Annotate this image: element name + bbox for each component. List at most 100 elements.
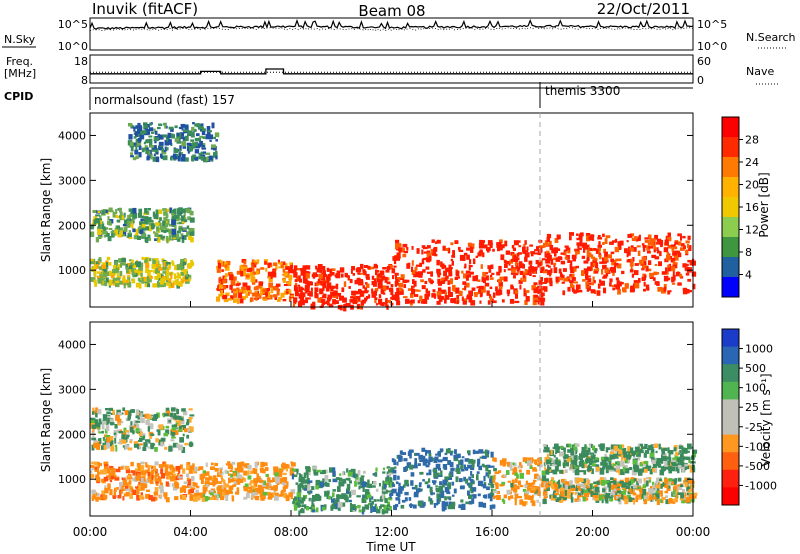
heatmap-cell	[584, 464, 588, 468]
heatmap-cell	[478, 501, 484, 508]
heatmap-cell	[579, 238, 583, 245]
heatmap-cell	[599, 254, 602, 260]
heatmap-cell	[126, 434, 129, 439]
heatmap-cell	[468, 494, 473, 500]
heatmap-cell	[476, 474, 479, 481]
heatmap-cell	[322, 483, 327, 486]
noise-panel-frame	[89, 17, 694, 51]
heatmap-cell	[510, 465, 513, 471]
heatmap-cell	[604, 268, 610, 273]
heatmap-cell	[563, 277, 569, 282]
heatmap-cell	[661, 496, 666, 500]
heatmap-cell	[597, 237, 603, 240]
heatmap-cell	[395, 297, 400, 302]
heatmap-cell	[537, 491, 541, 496]
heatmap-cell	[487, 472, 490, 479]
heatmap-cell	[661, 455, 667, 461]
heatmap-cell	[616, 280, 620, 286]
heatmap-cell	[320, 280, 324, 286]
colorbar-swatch	[722, 417, 739, 436]
heatmap-cell	[510, 495, 514, 499]
heatmap-cell	[672, 264, 678, 269]
heatmap-cell	[299, 474, 303, 479]
heatmap-cell	[642, 246, 646, 252]
heatmap-cell	[97, 438, 101, 441]
heatmap-cell	[242, 282, 248, 287]
heatmap-cell	[569, 263, 573, 270]
heatmap-cell	[98, 236, 102, 239]
heatmap-cell	[162, 208, 167, 211]
heatmap-cell	[514, 478, 518, 483]
heatmap-cell	[602, 466, 604, 472]
heatmap-cell	[558, 479, 561, 484]
heatmap-cell	[409, 453, 412, 459]
heatmap-cell	[433, 471, 437, 476]
heatmap-cell	[155, 156, 160, 163]
heatmap-cell	[105, 434, 111, 438]
heatmap-cell	[643, 452, 647, 458]
heatmap-cell	[280, 464, 283, 468]
heatmap-cell	[159, 144, 164, 148]
heatmap-cell	[182, 261, 187, 265]
heatmap-cell	[447, 280, 450, 285]
heatmap-cell	[401, 248, 405, 252]
heatmap-cell	[447, 460, 452, 465]
heatmap-cell	[271, 492, 276, 496]
heatmap-cell	[252, 468, 256, 474]
heatmap-cell	[422, 479, 425, 482]
heatmap-cell	[668, 452, 671, 458]
heatmap-cell	[631, 451, 634, 456]
heatmap-cell	[675, 272, 681, 277]
heatmap-cell	[271, 271, 277, 274]
heatmap-cell	[171, 427, 176, 431]
heatmap-cell	[142, 471, 147, 476]
heatmap-cell	[492, 292, 496, 298]
heatmap-cell	[519, 462, 522, 466]
heatmap-cell	[361, 481, 367, 488]
heatmap-cell	[432, 457, 436, 461]
heatmap-cell	[633, 478, 637, 482]
heatmap-cell	[646, 250, 651, 254]
heatmap-cell	[331, 499, 335, 503]
heatmap-cell	[684, 267, 689, 271]
heatmap-cell	[501, 299, 505, 303]
heatmap-cell	[324, 285, 327, 289]
heatmap-cell	[301, 504, 307, 507]
heatmap-cell	[528, 457, 531, 463]
heatmap-cell	[677, 468, 680, 474]
heatmap-cell	[189, 210, 194, 216]
heatmap-cell	[590, 254, 594, 259]
heatmap-cell	[527, 482, 532, 488]
heatmap-cell	[141, 257, 146, 260]
heatmap-cell	[676, 250, 680, 254]
heatmap-cell	[165, 471, 170, 476]
heatmap-cell	[91, 461, 97, 465]
heatmap-cell	[233, 289, 238, 294]
heatmap-cell	[306, 472, 309, 479]
heatmap-cell	[533, 270, 536, 274]
heatmap-cell	[566, 489, 571, 496]
heatmap-cell	[123, 479, 128, 482]
heatmap-cell	[383, 489, 388, 494]
heatmap-cell	[180, 419, 185, 425]
heatmap-cell	[180, 259, 185, 265]
heatmap-cell	[276, 283, 281, 287]
heatmap-cell	[626, 451, 632, 454]
heatmap-cell	[644, 237, 649, 240]
heatmap-cell	[592, 495, 597, 498]
heatmap-cell	[679, 449, 682, 454]
heatmap-cell	[380, 495, 383, 498]
heatmap-cell	[476, 286, 481, 289]
heatmap-cell	[293, 297, 298, 303]
heatmap-cell	[411, 287, 414, 292]
heatmap-cell	[109, 491, 113, 496]
heatmap-cell	[631, 273, 634, 278]
heatmap-cell	[460, 468, 465, 472]
heatmap-cell	[188, 235, 192, 241]
nave-tick-bottom: 0	[697, 74, 704, 87]
heatmap-cell	[117, 441, 122, 444]
heatmap-cell	[359, 509, 362, 513]
heatmap-cell	[535, 259, 539, 265]
heatmap-cell	[359, 290, 364, 296]
heatmap-cell	[248, 490, 252, 494]
